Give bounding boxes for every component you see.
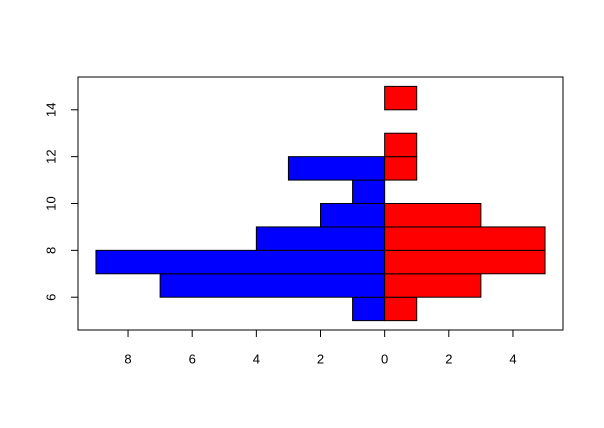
x-tick-label: 2 xyxy=(317,351,324,366)
bar xyxy=(95,249,386,275)
x-tick-label: 8 xyxy=(124,351,131,366)
bar xyxy=(384,296,418,322)
y-tick-label: 12 xyxy=(43,149,58,163)
x-tick-label: 0 xyxy=(381,351,388,366)
bar xyxy=(352,296,386,322)
bar xyxy=(287,156,386,181)
y-tick-label: 8 xyxy=(43,247,58,254)
x-tick-label: 6 xyxy=(189,351,196,366)
bar xyxy=(352,179,386,205)
bar xyxy=(384,273,482,298)
bar xyxy=(255,226,386,251)
bar xyxy=(159,273,386,298)
bar xyxy=(384,156,418,181)
bar xyxy=(384,203,482,228)
y-tick-label: 10 xyxy=(43,196,58,210)
bar xyxy=(384,132,418,158)
x-tick-label: 2 xyxy=(445,351,452,366)
bar xyxy=(384,85,418,111)
bar xyxy=(384,226,546,251)
y-tick-label: 6 xyxy=(43,294,58,301)
bar xyxy=(384,249,546,275)
y-tick-label: 14 xyxy=(43,103,58,117)
x-tick-label: 4 xyxy=(253,351,260,366)
x-tick-label: 4 xyxy=(509,351,516,366)
bar xyxy=(320,203,386,228)
